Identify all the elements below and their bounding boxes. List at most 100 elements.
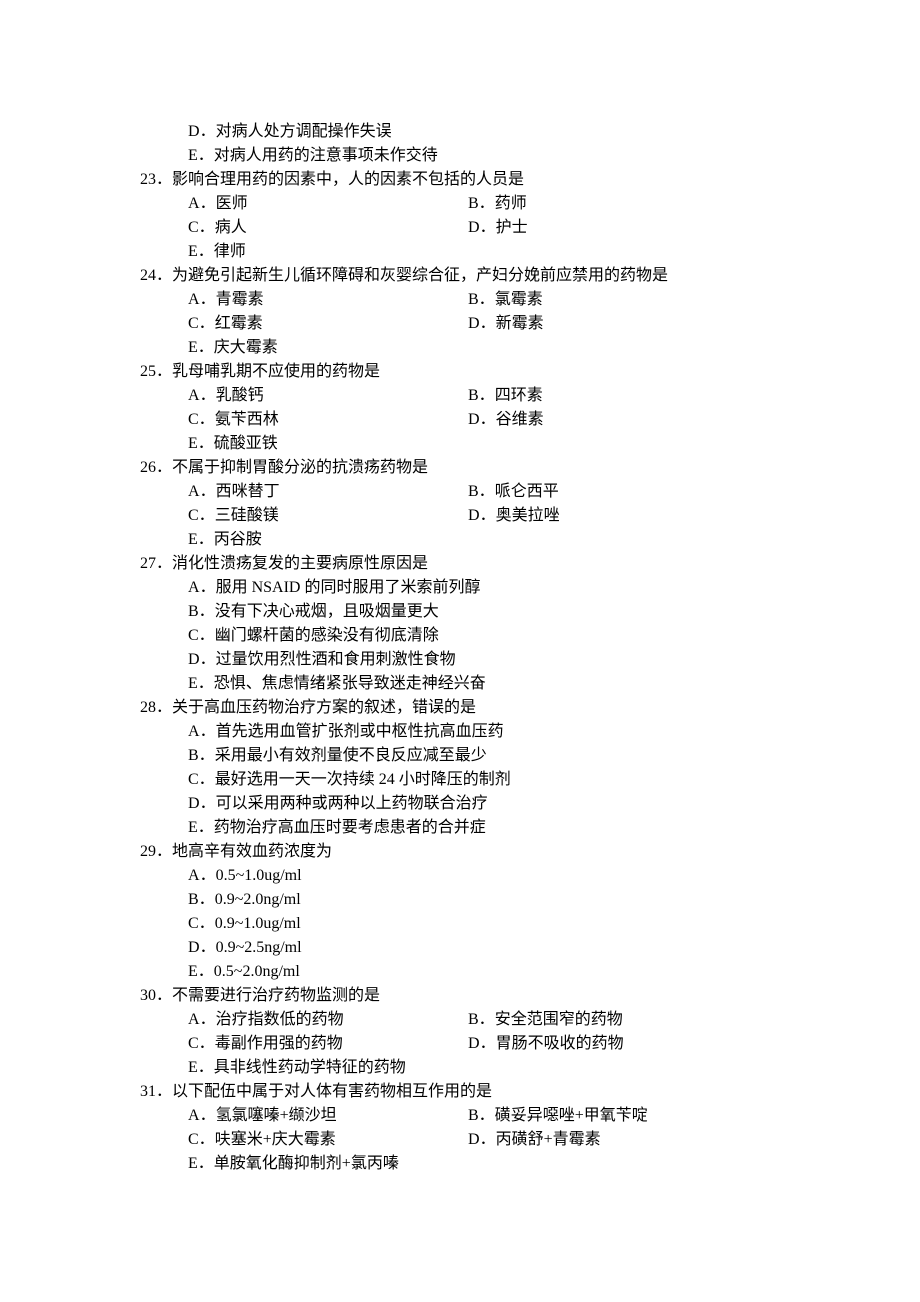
option: E．律师	[188, 240, 468, 264]
option: C．病人	[188, 216, 468, 240]
option-row: B．0.9~2.0ng/ml	[188, 888, 780, 912]
options-block: A．服用 NSAID 的同时服用了米索前列醇B．没有下决心戒烟，且吸烟量更大C．…	[140, 576, 780, 696]
question: 28．关于高血压药物治疗方案的叙述，错误的是A．首先选用血管扩张剂或中枢性抗高血…	[140, 696, 780, 840]
option-letter: E	[188, 147, 198, 164]
option: D．胃肠不吸收的药物	[468, 1032, 780, 1056]
option-letter: C	[188, 915, 199, 932]
option-row: E．丙谷胺	[188, 528, 780, 552]
option-text: 毒副作用强的药物	[215, 1035, 343, 1052]
option-letter: A	[188, 195, 200, 212]
option-text: 胃肠不吸收的药物	[496, 1035, 624, 1052]
option-text: 丙磺舒+青霉素	[496, 1131, 601, 1148]
question: 25．乳母哺乳期不应使用的药物是A．乳酸钙B．四环素C．氨苄西林D．谷维素E．硫…	[140, 360, 780, 456]
option-letter: D	[468, 1131, 480, 1148]
option: E．药物治疗高血压时要考虑患者的合并症	[188, 816, 780, 840]
option-letter: B	[468, 483, 479, 500]
options-block: A．治疗指数低的药物B．安全范围窄的药物C．毒副作用强的药物D．胃肠不吸收的药物…	[140, 1008, 780, 1080]
option: E．具非线性药动学特征的药物	[188, 1056, 468, 1080]
question-text: 地高辛有效血药浓度为	[172, 843, 332, 860]
option: A．乳酸钙	[188, 384, 468, 408]
question-text: 为避免引起新生儿循环障碍和灰婴综合征，产妇分娩前应禁用的药物是	[172, 267, 668, 284]
option: B．安全范围窄的药物	[468, 1008, 780, 1032]
option-row: A．服用 NSAID 的同时服用了米索前列醇	[188, 576, 780, 600]
option: D．护士	[468, 216, 780, 240]
option: A．0.5~1.0ug/ml	[188, 864, 780, 888]
option-text: 单胺氧化酶抑制剂+氯丙嗪	[214, 1155, 399, 1172]
option: D．0.9~2.5ng/ml	[188, 936, 780, 960]
option-letter: B	[468, 291, 479, 308]
option-row: A．乳酸钙B．四环素	[188, 384, 780, 408]
option-letter: E	[188, 435, 198, 452]
option-letter: D	[468, 411, 480, 428]
option: B．没有下决心戒烟，且吸烟量更大	[188, 600, 780, 624]
option-letter: D	[188, 123, 200, 140]
option-text: 医师	[216, 195, 248, 212]
option-letter: A	[188, 483, 200, 500]
option-letter: A	[188, 387, 200, 404]
option-letter: A	[188, 1011, 200, 1028]
option-row: B．采用最小有效剂量使不良反应减至最少	[188, 744, 780, 768]
option: B．药师	[468, 192, 780, 216]
option-letter: E	[188, 339, 198, 356]
option-text: 西咪替丁	[216, 483, 280, 500]
option-row: A．首先选用血管扩张剂或中枢性抗高血压药	[188, 720, 780, 744]
option-letter: D	[468, 1035, 480, 1052]
question: 31．以下配伍中属于对人体有害药物相互作用的是A．氢氯噻嗪+缬沙坦B．磺妥异噁唑…	[140, 1080, 780, 1176]
option-text: 奥美拉唑	[496, 507, 560, 524]
option-letter: E	[188, 1059, 198, 1076]
question-stem: 30．不需要进行治疗药物监测的是	[140, 984, 780, 1008]
option-text: 0.5~2.0ng/ml	[214, 963, 300, 980]
option-text: 硫酸亚铁	[214, 435, 278, 452]
question-number: 29	[140, 843, 156, 860]
option-text: 青霉素	[216, 291, 264, 308]
option-letter: B	[468, 1011, 479, 1028]
option-letter: C	[188, 771, 199, 788]
option-letter: B	[468, 195, 479, 212]
option-row: B．没有下决心戒烟，且吸烟量更大	[188, 600, 780, 624]
question-text: 乳母哺乳期不应使用的药物是	[172, 363, 380, 380]
question-text: 不属于抑制胃酸分泌的抗溃疡药物是	[172, 459, 428, 476]
option: B．0.9~2.0ng/ml	[188, 888, 780, 912]
option-text: 新霉素	[496, 315, 544, 332]
option-letter: A	[188, 867, 200, 884]
option: A．西咪替丁	[188, 480, 468, 504]
option-row: E．药物治疗高血压时要考虑患者的合并症	[188, 816, 780, 840]
option-row: E．硫酸亚铁	[188, 432, 780, 456]
option-text: 庆大霉素	[214, 339, 278, 356]
option-letter: C	[188, 315, 199, 332]
option-text: 恐惧、焦虑情绪紧张导致迷走神经兴奋	[214, 675, 486, 692]
option-text: 0.5~1.0ug/ml	[216, 867, 302, 884]
option-letter: B	[468, 1107, 479, 1124]
option-letter: E	[188, 675, 198, 692]
option-text: 过量饮用烈性酒和食用刺激性食物	[216, 651, 456, 668]
option: D．丙磺舒+青霉素	[468, 1128, 780, 1152]
option-row: A．西咪替丁B．哌仑西平	[188, 480, 780, 504]
option: E．硫酸亚铁	[188, 432, 468, 456]
option: B．四环素	[468, 384, 780, 408]
option: B．氯霉素	[468, 288, 780, 312]
options-block: A．医师B．药师C．病人D．护士E．律师	[140, 192, 780, 264]
option-text: 0.9~1.0ug/ml	[215, 915, 301, 932]
question-stem: 23．影响合理用药的因素中，人的因素不包括的人员是	[140, 168, 780, 192]
question: 29．地高辛有效血药浓度为A．0.5~1.0ug/mlB．0.9~2.0ng/m…	[140, 840, 780, 984]
question-stem: 24．为避免引起新生儿循环障碍和灰婴综合征，产妇分娩前应禁用的药物是	[140, 264, 780, 288]
option-row: C．0.9~1.0ug/ml	[188, 912, 780, 936]
option: B．采用最小有效剂量使不良反应减至最少	[188, 744, 780, 768]
question: 24．为避免引起新生儿循环障碍和灰婴综合征，产妇分娩前应禁用的药物是A．青霉素B…	[140, 264, 780, 360]
option-text: 磺妥异噁唑+甲氧苄啶	[495, 1107, 648, 1124]
question: 27．消化性溃疡复发的主要病原性原因是A．服用 NSAID 的同时服用了米索前列…	[140, 552, 780, 696]
question-text: 不需要进行治疗药物监测的是	[172, 987, 380, 1004]
option-letter: C	[188, 219, 199, 236]
option-row: A．治疗指数低的药物B．安全范围窄的药物	[188, 1008, 780, 1032]
option-letter: C	[188, 627, 199, 644]
option-text: 病人	[215, 219, 247, 236]
option-letter: E	[188, 531, 198, 548]
option: C．呋塞米+庆大霉素	[188, 1128, 468, 1152]
options-block: A．首先选用血管扩张剂或中枢性抗高血压药B．采用最小有效剂量使不良反应减至最少 C…	[140, 720, 780, 840]
options-block: A．0.5~1.0ug/mlB．0.9~2.0ng/mlC．0.9~1.0ug/…	[140, 864, 780, 984]
option-text: 没有下决心戒烟，且吸烟量更大	[215, 603, 439, 620]
option-text: 谷维素	[496, 411, 544, 428]
option-letter: B	[468, 387, 479, 404]
option-row: C．氨苄西林D．谷维素	[188, 408, 780, 432]
option-text: 采用最小有效剂量使不良反应减至最少	[215, 747, 487, 764]
